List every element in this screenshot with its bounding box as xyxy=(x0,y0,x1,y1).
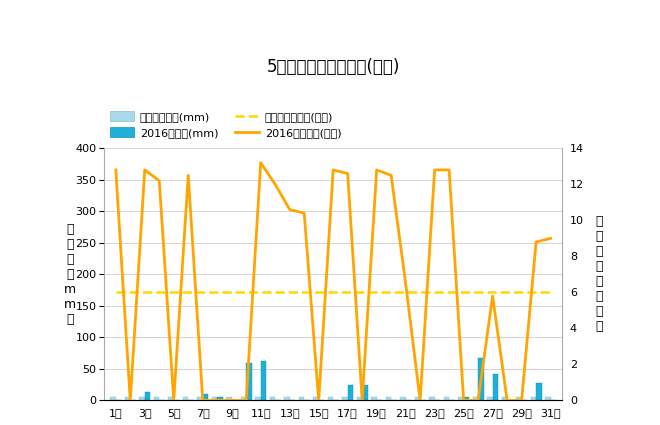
Bar xyxy=(463,397,469,400)
Bar xyxy=(536,383,542,400)
Bar xyxy=(203,394,209,400)
Bar xyxy=(371,397,377,400)
Bar xyxy=(414,397,420,400)
Bar xyxy=(270,397,275,400)
Bar xyxy=(125,397,130,400)
Y-axis label: 日
照
時
間
（
時
間
）: 日 照 時 間 （ 時 間 ） xyxy=(595,215,603,333)
Bar xyxy=(356,397,362,400)
Bar xyxy=(197,397,203,400)
Bar xyxy=(429,397,435,400)
Bar xyxy=(458,397,463,400)
Bar xyxy=(255,397,261,400)
Bar xyxy=(168,397,174,400)
Bar xyxy=(473,397,478,400)
Title: 5月降水量・日照時間(日別): 5月降水量・日照時間(日別) xyxy=(267,58,400,76)
Bar xyxy=(284,397,290,400)
Bar xyxy=(487,397,492,400)
Bar xyxy=(261,361,266,400)
Bar xyxy=(348,385,353,400)
Bar xyxy=(516,397,521,400)
Bar xyxy=(217,397,222,400)
Bar xyxy=(139,397,145,400)
Bar xyxy=(183,397,188,400)
Bar xyxy=(241,397,246,400)
Bar xyxy=(299,397,304,400)
Bar xyxy=(492,374,498,400)
Bar xyxy=(154,397,159,400)
Bar xyxy=(362,385,368,400)
Bar xyxy=(478,357,484,400)
Bar xyxy=(314,397,319,400)
Bar xyxy=(531,397,536,400)
Bar xyxy=(342,397,348,400)
Bar xyxy=(226,397,232,400)
Bar xyxy=(212,397,217,400)
Bar xyxy=(545,397,550,400)
Bar xyxy=(327,397,333,400)
Bar xyxy=(246,363,251,400)
Y-axis label: 降
水
量
（
m
m
）: 降 水 量 （ m m ） xyxy=(64,223,76,326)
Bar xyxy=(385,397,391,400)
Bar xyxy=(444,397,449,400)
Legend: 降水量平年値(mm), 2016降水量(mm), 日照時間平年値(時間), 2016日照時間(時間): 降水量平年値(mm), 2016降水量(mm), 日照時間平年値(時間), 20… xyxy=(110,111,341,138)
Bar xyxy=(145,392,150,400)
Bar xyxy=(502,397,507,400)
Bar xyxy=(400,397,406,400)
Bar xyxy=(110,397,116,400)
